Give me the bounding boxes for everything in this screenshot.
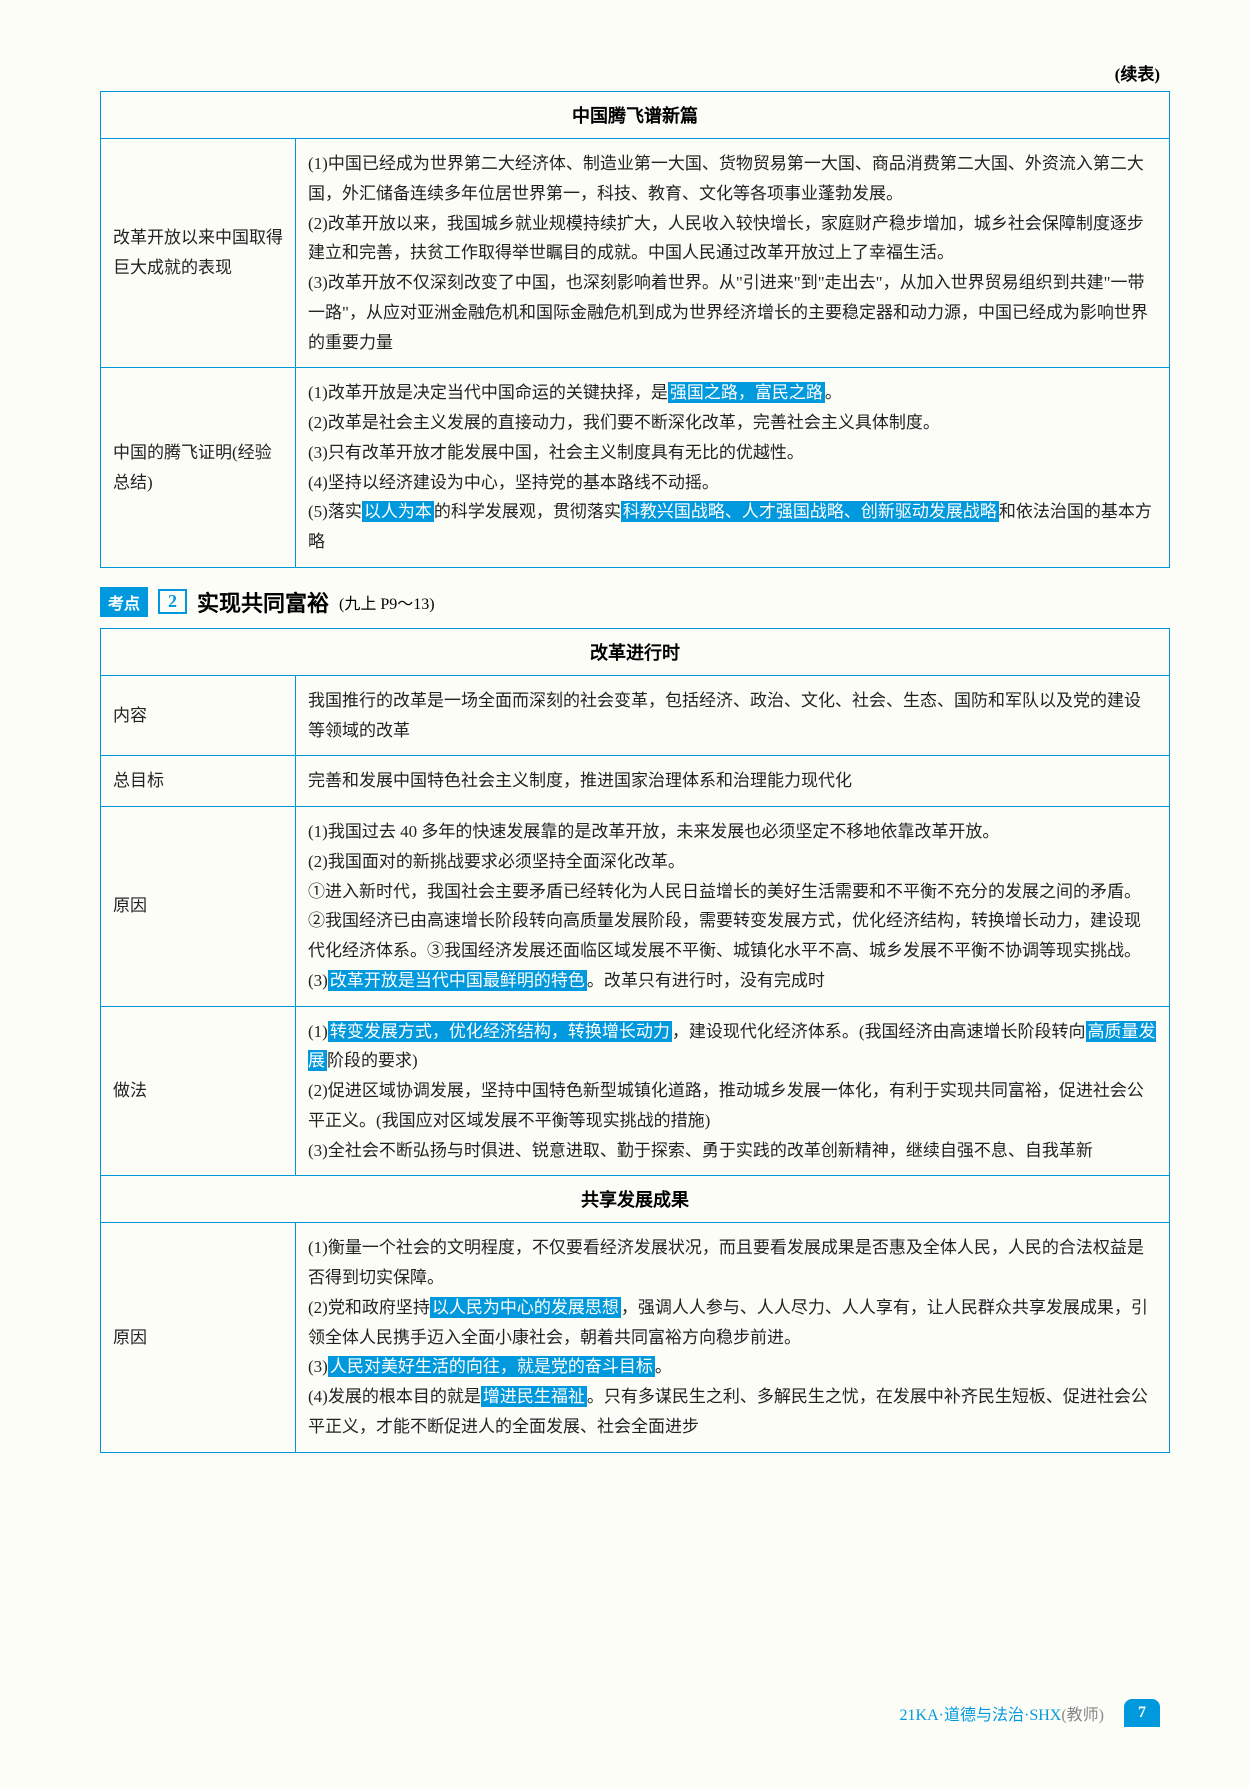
footer-main: 21KA·道德与法治·SHX bbox=[900, 1707, 1062, 1724]
row-label: 做法 bbox=[101, 1006, 296, 1176]
table-row: 内容 我国推行的改革是一场全面而深刻的社会变革，包括经济、政治、文化、社会、生态… bbox=[101, 675, 1170, 756]
row-label: 内容 bbox=[101, 675, 296, 756]
table-header-row: 改革进行时 bbox=[101, 628, 1170, 675]
table2-header1: 改革进行时 bbox=[101, 628, 1170, 675]
text: (2)党和政府坚持 bbox=[308, 1298, 430, 1317]
highlight: 人民对美好生活的向往，就是党的奋斗目标 bbox=[328, 1356, 655, 1377]
table-row: 原因 (1)我国过去 40 多年的快速发展靠的是改革开放，未来发展也必须坚定不移… bbox=[101, 807, 1170, 1007]
text: (2)改革开放以来，我国城乡就业规模持续扩大，人民收入较快增长，家庭财产稳步增加… bbox=[308, 214, 1144, 263]
row-label: 原因 bbox=[101, 807, 296, 1007]
highlight: 强国之路，富民之路 bbox=[668, 382, 825, 403]
text: 。 bbox=[655, 1357, 672, 1376]
page-number: 7 bbox=[1124, 1699, 1160, 1727]
highlight: 以人为本 bbox=[362, 501, 434, 522]
table-header-row: 中国腾飞谱新篇 bbox=[101, 92, 1170, 139]
highlight: 增进民生福祉 bbox=[481, 1386, 587, 1407]
text: 。 bbox=[825, 383, 842, 402]
text: (3)全社会不断弘扬与时俱进、锐意进取、勤于探索、勇于实践的改革创新精神，继续自… bbox=[308, 1141, 1093, 1160]
table-2: 改革进行时 内容 我国推行的改革是一场全面而深刻的社会变革，包括经济、政治、文化… bbox=[100, 628, 1170, 1453]
highlight: 科教兴国战略、人才强国战略、创新驱动发展战略 bbox=[621, 501, 999, 522]
text: (5)落实 bbox=[308, 502, 362, 521]
text: (4)坚持以经济建设为中心，坚持党的基本路线不动摇。 bbox=[308, 473, 719, 492]
text: (2)促进区域协调发展，坚持中国特色新型城镇化道路，推动城乡发展一体化，有利于实… bbox=[308, 1081, 1144, 1130]
row-content: 我国推行的改革是一场全面而深刻的社会变革，包括经济、政治、文化、社会、生态、国防… bbox=[296, 675, 1170, 756]
table-row: 改革开放以来中国取得巨大成就的表现 (1)中国已经成为世界第二大经济体、制造业第… bbox=[101, 139, 1170, 368]
row-content: 完善和发展中国特色社会主义制度，推进国家治理体系和治理能力现代化 bbox=[296, 756, 1170, 807]
text: (3) bbox=[308, 1357, 328, 1376]
text: (1)改革开放是决定当代中国命运的关键抉择，是 bbox=[308, 383, 668, 402]
text: (3) bbox=[308, 971, 328, 990]
text: ，建设现代化经济体系。(我国经济由高速增长阶段转向 bbox=[672, 1022, 1086, 1041]
highlight: 以人民为中心的发展思想 bbox=[430, 1297, 621, 1318]
row-content: (1)衡量一个社会的文明程度，不仅要看经济发展状况，而且要看发展成果是否惠及全体… bbox=[296, 1223, 1170, 1452]
text: (3)只有改革开放才能发展中国，社会主义制度具有无比的优越性。 bbox=[308, 443, 804, 462]
text: (3)改革开放不仅深刻改变了中国，也深刻影响着世界。从"引进来"到"走出去"，从… bbox=[308, 273, 1148, 352]
row-content: (1)我国过去 40 多年的快速发展靠的是改革开放，未来发展也必须坚定不移地依靠… bbox=[296, 807, 1170, 1007]
table-1: 中国腾飞谱新篇 改革开放以来中国取得巨大成就的表现 (1)中国已经成为世界第二大… bbox=[100, 91, 1170, 568]
text: (1)中国已经成为世界第二大经济体、制造业第一大国、货物贸易第一大国、商品消费第… bbox=[308, 154, 1144, 203]
row-label: 总目标 bbox=[101, 756, 296, 807]
table-row: 做法 (1)转变发展方式，优化经济结构，转换增长动力，建设现代化经济体系。(我国… bbox=[101, 1006, 1170, 1176]
row-content: (1)改革开放是决定当代中国命运的关键抉择，是强国之路，富民之路。 (2)改革是… bbox=[296, 368, 1170, 568]
footer-grey: (教师) bbox=[1061, 1707, 1104, 1724]
table1-header: 中国腾飞谱新篇 bbox=[101, 92, 1170, 139]
topic-heading: 考点 2 实现共同富裕 (九上 P9～13) bbox=[100, 586, 1170, 618]
text: 阶段的要求) bbox=[327, 1051, 418, 1070]
topic-subtitle: (九上 P9～13) bbox=[339, 590, 435, 614]
text: (1)我国过去 40 多年的快速发展靠的是改革开放，未来发展也必须坚定不移地依靠… bbox=[308, 822, 999, 841]
text: (4)发展的根本目的就是 bbox=[308, 1387, 481, 1406]
row-label: 改革开放以来中国取得巨大成就的表现 bbox=[101, 139, 296, 368]
topic-title: 实现共同富裕 bbox=[197, 586, 329, 618]
table-row: 原因 (1)衡量一个社会的文明程度，不仅要看经济发展状况，而且要看发展成果是否惠… bbox=[101, 1223, 1170, 1452]
continued-label: (续表) bbox=[100, 60, 1170, 85]
table-row: 总目标 完善和发展中国特色社会主义制度，推进国家治理体系和治理能力现代化 bbox=[101, 756, 1170, 807]
footer-text: 21KA·道德与法治·SHX(教师) bbox=[900, 1701, 1104, 1725]
row-label: 中国的腾飞证明(经验总结) bbox=[101, 368, 296, 568]
text: (1)衡量一个社会的文明程度，不仅要看经济发展状况，而且要看发展成果是否惠及全体… bbox=[308, 1238, 1144, 1287]
row-content: (1)转变发展方式，优化经济结构，转换增长动力，建设现代化经济体系。(我国经济由… bbox=[296, 1006, 1170, 1176]
page-footer: 21KA·道德与法治·SHX(教师) 7 bbox=[900, 1699, 1160, 1727]
highlight: 转变发展方式，优化经济结构，转换增长动力 bbox=[328, 1021, 672, 1042]
text: ①进入新时代，我国社会主要矛盾已经转化为人民日益增长的美好生活需要和不平衡不充分… bbox=[308, 882, 1141, 961]
text: (1) bbox=[308, 1022, 328, 1041]
topic-badge: 考点 bbox=[100, 587, 148, 617]
table-header-row: 共享发展成果 bbox=[101, 1176, 1170, 1223]
text: (2)改革是社会主义发展的直接动力，我们要不断深化改革，完善社会主义具体制度。 bbox=[308, 413, 940, 432]
table2-header2: 共享发展成果 bbox=[101, 1176, 1170, 1223]
highlight: 改革开放是当代中国最鲜明的特色 bbox=[328, 970, 587, 991]
text: (2)我国面对的新挑战要求必须坚持全面深化改革。 bbox=[308, 852, 685, 871]
topic-number: 2 bbox=[158, 589, 187, 614]
table-row: 中国的腾飞证明(经验总结) (1)改革开放是决定当代中国命运的关键抉择，是强国之… bbox=[101, 368, 1170, 568]
row-label: 原因 bbox=[101, 1223, 296, 1452]
text: 的科学发展观，贯彻落实 bbox=[434, 502, 621, 521]
row-content: (1)中国已经成为世界第二大经济体、制造业第一大国、货物贸易第一大国、商品消费第… bbox=[296, 139, 1170, 368]
page: (续表) 中国腾飞谱新篇 改革开放以来中国取得巨大成就的表现 (1)中国已经成为… bbox=[0, 0, 1250, 1787]
text: 。改革只有进行时，没有完成时 bbox=[587, 971, 825, 990]
